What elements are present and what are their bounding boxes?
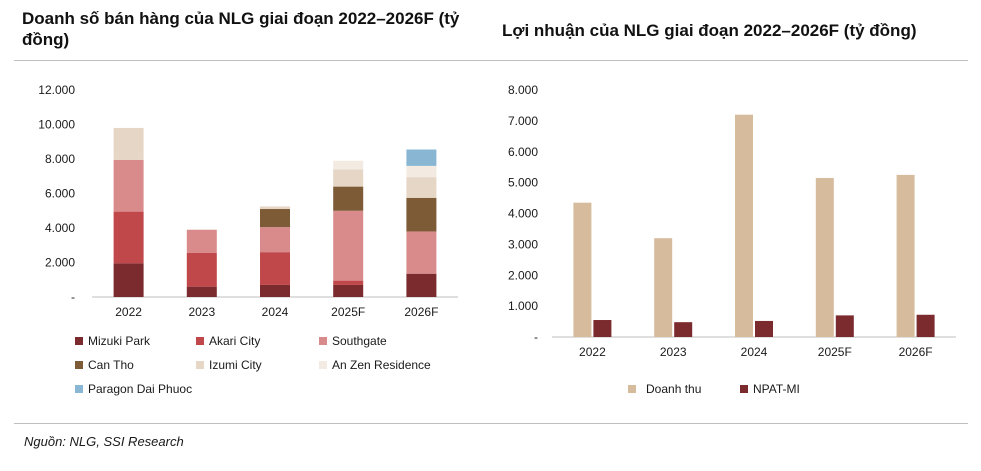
y-tick-label: 6.000 <box>508 145 538 159</box>
bar-segment <box>113 127 144 160</box>
bar-segment <box>333 169 364 187</box>
bar-segment <box>406 231 437 274</box>
bar-segment <box>260 209 290 228</box>
x-tick-label: 2026F <box>899 345 933 359</box>
bar <box>735 114 753 337</box>
y-tick-label: 7.000 <box>508 114 538 128</box>
x-tick-label: 2023 <box>660 345 687 359</box>
bar-segment <box>406 165 437 178</box>
bar <box>654 238 673 337</box>
legend-item: Southgate <box>319 334 387 348</box>
bar-segment <box>186 253 217 287</box>
bar-segment <box>260 252 290 285</box>
bar-segment <box>406 197 437 232</box>
legend-swatch <box>75 385 83 393</box>
legend-label: An Zen Residence <box>332 358 431 372</box>
bar-segment <box>333 280 364 285</box>
bar-segment <box>186 286 217 297</box>
legend-item: Paragon Dai Phuoc <box>75 382 192 396</box>
legend-swatch <box>319 337 327 345</box>
bar-segment <box>333 186 364 211</box>
y-tick-label: 8.000 <box>45 152 75 166</box>
bar-segment <box>406 149 437 166</box>
source-note: Nguồn: NLG, SSI Research <box>24 434 184 449</box>
bar <box>835 315 854 337</box>
legend-label: Can Tho <box>88 358 134 372</box>
bar <box>593 320 612 337</box>
bar-segment <box>333 160 364 170</box>
left-chart-title: Doanh số bán hàng của NLG giai đoạn 2022… <box>22 9 460 49</box>
legend-item: Doanh thu <box>628 382 701 396</box>
bar <box>815 177 834 337</box>
legend-item: An Zen Residence <box>319 358 431 372</box>
top-divider <box>14 60 968 61</box>
bar-segment <box>333 284 364 297</box>
legend-item: Can Tho <box>75 358 134 372</box>
bar-segment <box>186 229 217 254</box>
y-tick-label: 6.000 <box>45 187 75 201</box>
legend-item: NPAT-MI <box>740 382 800 396</box>
y-tick-label: 10.000 <box>38 118 75 132</box>
bar-segment <box>406 273 437 297</box>
x-tick-label: 2024 <box>741 345 768 359</box>
legend-label: Paragon Dai Phuoc <box>88 382 193 396</box>
legend-label: NPAT-MI <box>753 382 800 396</box>
legend-item: Mizuki Park <box>75 334 150 348</box>
legend-swatch <box>75 361 83 369</box>
bar-segment <box>260 206 290 210</box>
x-tick-label: 2022 <box>579 345 606 359</box>
bar <box>573 202 592 337</box>
y-tick-label: - <box>534 330 538 344</box>
legend-swatch <box>740 385 748 393</box>
x-tick-label: 2025F <box>331 305 365 319</box>
bar-segment <box>333 210 364 281</box>
legend-label: Izumi City <box>209 358 262 372</box>
bar <box>896 174 915 337</box>
bar-segment <box>406 177 437 198</box>
legend-swatch <box>319 361 327 369</box>
legend-item: Izumi City <box>196 358 262 372</box>
y-tick-label: - <box>71 290 75 304</box>
x-tick-label: 2022 <box>115 305 142 319</box>
bar-segment <box>113 159 144 212</box>
legend-swatch <box>196 361 204 369</box>
y-tick-label: 12.000 <box>38 83 75 97</box>
bar-segment <box>113 211 144 264</box>
bar-segment <box>113 263 144 297</box>
bar-segment <box>260 227 290 253</box>
legend-label: Akari City <box>209 334 261 348</box>
legend-label: Doanh thu <box>646 382 702 396</box>
legend-swatch <box>628 385 636 393</box>
y-tick-label: 8.000 <box>508 83 538 97</box>
bar <box>674 322 693 337</box>
x-tick-label: 2026F <box>404 305 438 319</box>
x-tick-label: 2025F <box>818 345 852 359</box>
y-tick-label: 1.000 <box>508 299 538 313</box>
y-tick-label: 5.000 <box>508 176 538 190</box>
legend-label: Mizuki Park <box>88 334 151 348</box>
bottom-divider <box>14 423 968 424</box>
bar <box>755 320 773 337</box>
bar <box>916 314 935 337</box>
y-tick-label: 2.000 <box>45 256 75 270</box>
right-chart-title: Lợi nhuận của NLG giai đoạn 2022–2026F (… <box>502 21 917 40</box>
legend-item: Akari City <box>196 334 260 348</box>
y-tick-label: 4.000 <box>45 221 75 235</box>
x-tick-label: 2023 <box>188 305 215 319</box>
legend-label: Southgate <box>332 334 387 348</box>
y-tick-label: 3.000 <box>508 237 538 251</box>
legend-swatch <box>75 337 83 345</box>
y-tick-label: 4.000 <box>508 207 538 221</box>
y-tick-label: 2.000 <box>508 268 538 282</box>
x-tick-label: 2024 <box>262 305 289 319</box>
legend-swatch <box>196 337 204 345</box>
bar-segment <box>260 284 290 297</box>
